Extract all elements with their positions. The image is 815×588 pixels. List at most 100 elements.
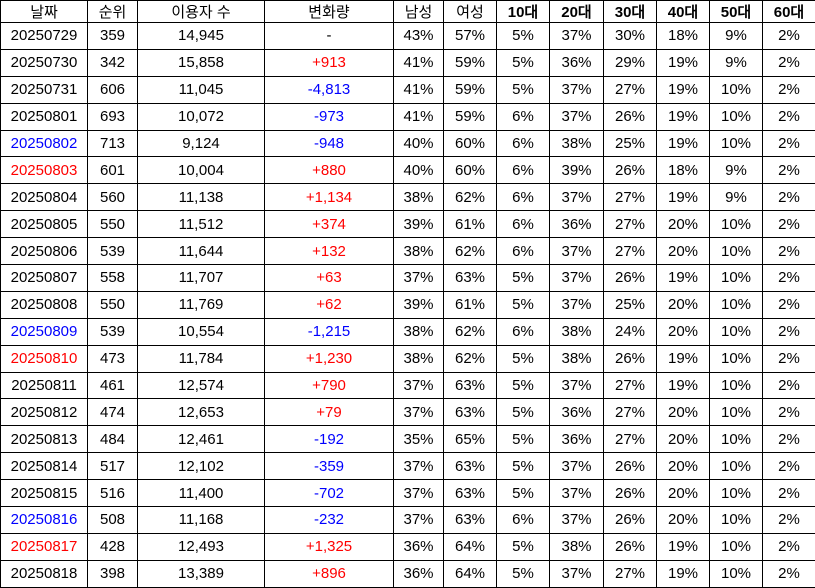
cell: 19% bbox=[656, 344, 710, 373]
cell: 20% bbox=[656, 425, 710, 454]
cell: 10% bbox=[709, 129, 763, 158]
cell: 5% bbox=[496, 532, 550, 561]
cell: 26% bbox=[603, 479, 657, 508]
table-header: 날짜 순위 이용자 수 변화량 남성 여성 10대 20대 30대 40대 50대 60대 bbox=[0, 0, 815, 23]
change-cell: +1,325 bbox=[264, 532, 394, 561]
cell: 40% bbox=[393, 129, 444, 158]
cell: 18% bbox=[656, 22, 710, 50]
change-cell: +62 bbox=[264, 290, 394, 319]
cell: 62% bbox=[443, 183, 497, 212]
cell: 6% bbox=[496, 102, 550, 131]
cell: 5% bbox=[496, 344, 550, 373]
data-row: 20250813 484 12,461 -192 35% 65% 5% 36% 27% 20% 10… bbox=[0, 425, 815, 454]
cell: 2% bbox=[762, 75, 815, 104]
header-cell: 남성 bbox=[393, 0, 444, 23]
change-cell: +896 bbox=[264, 559, 394, 588]
cell: 38% bbox=[393, 183, 444, 212]
header-cell: 20대 bbox=[549, 0, 604, 23]
cell: 6% bbox=[496, 237, 550, 266]
data-row: 20250816 508 11,168 -232 37% 63% 6% 37% 26% 20% 10… bbox=[0, 506, 815, 534]
cell: 36% bbox=[549, 48, 604, 77]
cell: 25% bbox=[603, 129, 657, 158]
date-cell: 20250801 bbox=[0, 102, 88, 131]
date-cell: 20250810 bbox=[0, 344, 88, 373]
cell: 59% bbox=[443, 75, 497, 104]
date-cell: 20250808 bbox=[0, 290, 88, 319]
cell: 37% bbox=[393, 398, 444, 427]
cell: 19% bbox=[656, 129, 710, 158]
cell: 19% bbox=[656, 75, 710, 104]
data-row: 20250802 713 9,124 -948 40% 60% 6% 38% 25% 19% 10%… bbox=[0, 129, 815, 158]
cell: 60% bbox=[443, 156, 497, 185]
cell: 27% bbox=[603, 398, 657, 427]
cell: 359 bbox=[87, 22, 138, 50]
change-cell: +132 bbox=[264, 237, 394, 266]
cell: 60% bbox=[443, 129, 497, 158]
data-row: 20250806 539 11,644 +132 38% 62% 6% 37% 27% 20% 10… bbox=[0, 237, 815, 266]
cell: 2% bbox=[762, 371, 815, 400]
date-cell: 20250807 bbox=[0, 264, 88, 292]
cell: 2% bbox=[762, 22, 815, 50]
cell: 37% bbox=[549, 22, 604, 50]
cell: 9% bbox=[709, 22, 763, 50]
cell: 2% bbox=[762, 290, 815, 319]
cell: 63% bbox=[443, 398, 497, 427]
cell: 5% bbox=[496, 425, 550, 454]
cell: 11,707 bbox=[137, 264, 265, 292]
cell: 36% bbox=[393, 532, 444, 561]
data-row: 20250807 558 11,707 +63 37% 63% 5% 37% 26% 19% 10%… bbox=[0, 264, 815, 292]
cell: 20% bbox=[656, 317, 710, 346]
cell: 37% bbox=[549, 290, 604, 319]
cell: 517 bbox=[87, 452, 138, 481]
cell: 35% bbox=[393, 425, 444, 454]
cell: 12,102 bbox=[137, 452, 265, 481]
cell: 9% bbox=[709, 183, 763, 212]
cell: 36% bbox=[549, 398, 604, 427]
cell: 37% bbox=[393, 371, 444, 400]
data-row: 20250731 606 11,045 -4,813 41% 59% 5% 37% 27% 19%… bbox=[0, 75, 815, 104]
cell: 14,945 bbox=[137, 22, 265, 50]
cell: 20% bbox=[656, 290, 710, 319]
cell: 474 bbox=[87, 398, 138, 427]
cell: 11,644 bbox=[137, 237, 265, 266]
change-cell: -1,215 bbox=[264, 317, 394, 346]
cell: 18% bbox=[656, 156, 710, 185]
cell: 2% bbox=[762, 559, 815, 588]
cell: 19% bbox=[656, 559, 710, 588]
date-cell: 20250802 bbox=[0, 129, 88, 158]
cell: 10% bbox=[709, 264, 763, 292]
cell: 12,493 bbox=[137, 532, 265, 561]
cell: 37% bbox=[393, 506, 444, 534]
cell: 25% bbox=[603, 290, 657, 319]
cell: 508 bbox=[87, 506, 138, 534]
cell: 63% bbox=[443, 479, 497, 508]
cell: 26% bbox=[603, 506, 657, 534]
cell: 5% bbox=[496, 48, 550, 77]
cell: 2% bbox=[762, 156, 815, 185]
cell: 5% bbox=[496, 22, 550, 50]
cell: 19% bbox=[656, 371, 710, 400]
cell: 15,858 bbox=[137, 48, 265, 77]
cell: 11,769 bbox=[137, 290, 265, 319]
cell: 59% bbox=[443, 102, 497, 131]
cell: 37% bbox=[549, 237, 604, 266]
cell: 6% bbox=[496, 129, 550, 158]
cell: 41% bbox=[393, 102, 444, 131]
cell: 10% bbox=[709, 344, 763, 373]
cell: 2% bbox=[762, 344, 815, 373]
cell: 10% bbox=[709, 290, 763, 319]
header-cell: 변화량 bbox=[264, 0, 394, 23]
cell: 63% bbox=[443, 452, 497, 481]
cell: 37% bbox=[393, 452, 444, 481]
cell: 11,512 bbox=[137, 210, 265, 239]
cell: 2% bbox=[762, 183, 815, 212]
cell: 26% bbox=[603, 532, 657, 561]
date-cell: 20250804 bbox=[0, 183, 88, 212]
table-body: 20250729 359 14,945-43% 57% 5% 37% 30% 18% 9% 2% 2… bbox=[0, 22, 815, 588]
date-cell: 20250813 bbox=[0, 425, 88, 454]
cell: 2% bbox=[762, 425, 815, 454]
cell: 41% bbox=[393, 48, 444, 77]
cell: 38% bbox=[549, 344, 604, 373]
header-cell: 이용자 수 bbox=[137, 0, 265, 23]
